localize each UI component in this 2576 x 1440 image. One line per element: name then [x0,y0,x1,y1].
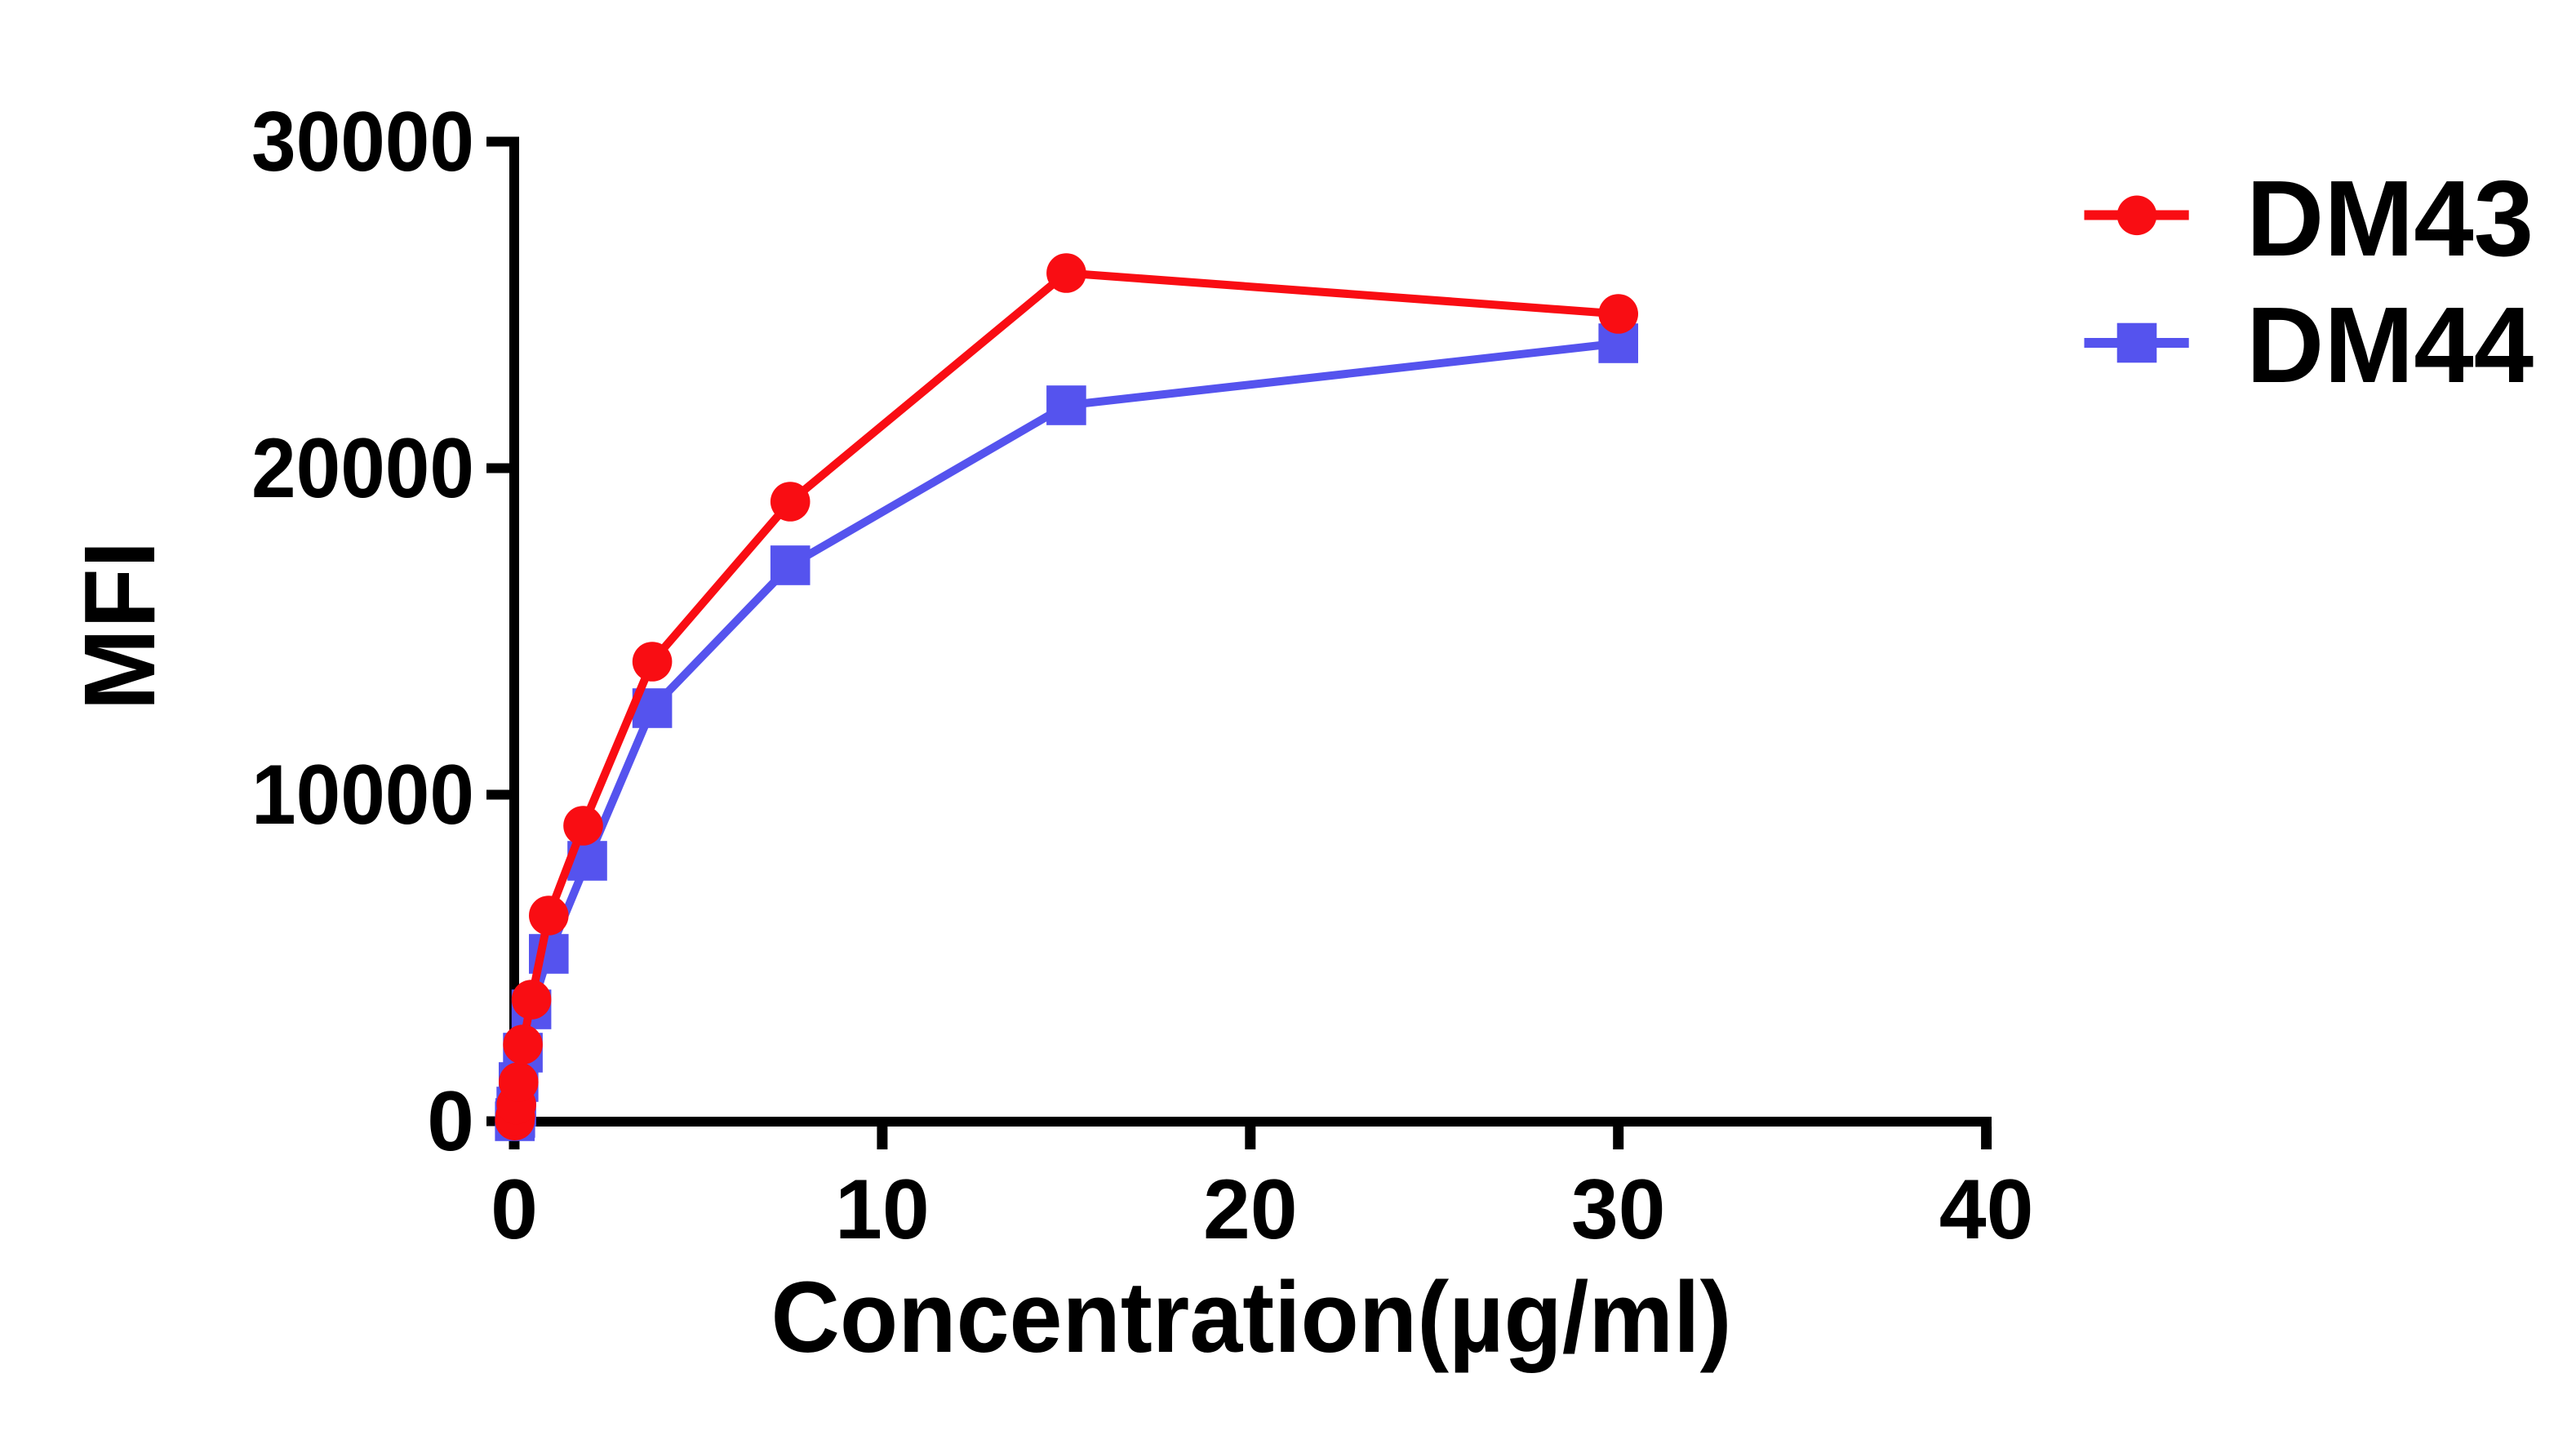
svg-text:40: 40 [1939,1162,2034,1257]
svg-text:30: 30 [1571,1162,1666,1257]
svg-text:20: 20 [1203,1162,1298,1257]
svg-text:30000: 30000 [251,95,474,189]
svg-text:DM43: DM43 [2246,158,2534,278]
svg-text:0: 0 [491,1162,538,1257]
svg-text:DM44: DM44 [2246,285,2534,405]
svg-text:10000: 10000 [251,748,474,842]
svg-text:MFI: MFI [64,541,176,711]
svg-text:Concentration(µg/ml): Concentration(µg/ml) [771,1262,1732,1374]
svg-text:0: 0 [427,1074,474,1169]
svg-text:20000: 20000 [251,421,474,516]
svg-text:10: 10 [835,1162,930,1257]
